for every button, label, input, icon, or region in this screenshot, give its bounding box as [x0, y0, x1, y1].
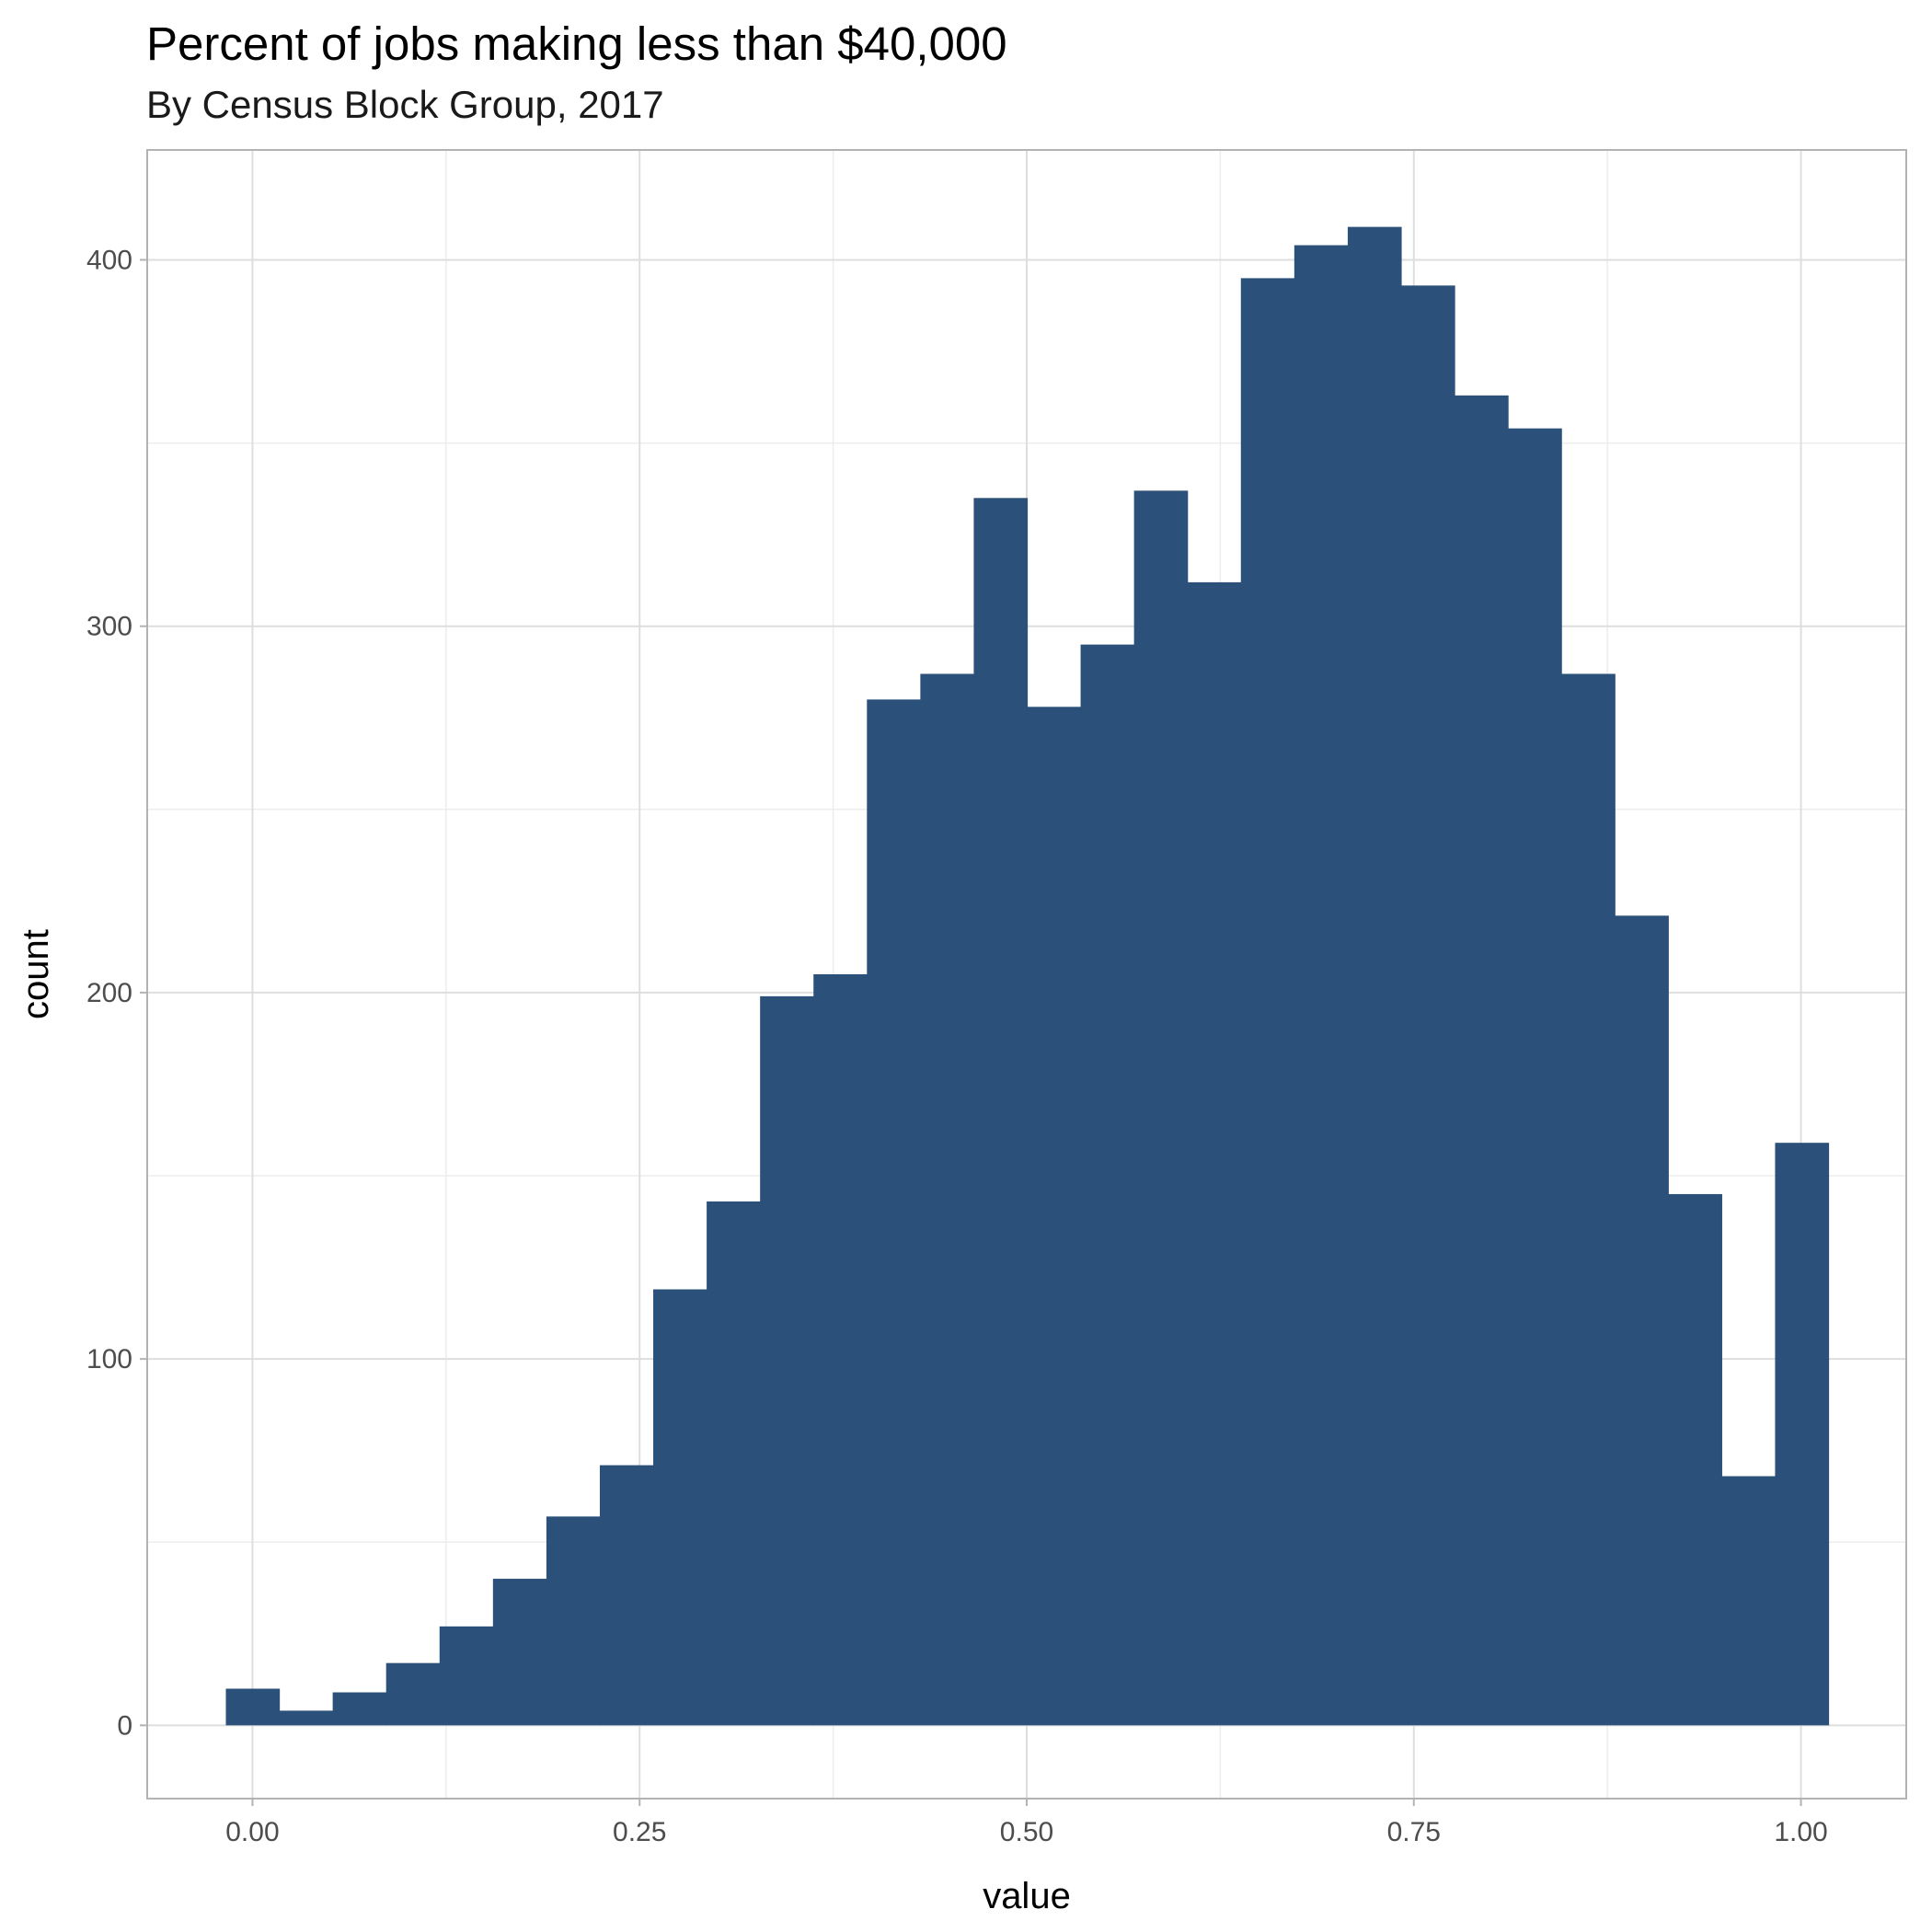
histogram-bar	[1775, 1143, 1830, 1726]
histogram-bar	[920, 673, 975, 1726]
histogram-bar	[385, 1662, 441, 1726]
histogram-bar	[1027, 707, 1082, 1726]
x-tick-label: 0.00	[225, 1817, 279, 1847]
histogram-bar	[1294, 245, 1349, 1726]
histogram-bar	[225, 1688, 281, 1726]
histogram-bars	[225, 226, 1830, 1726]
histogram-bar	[973, 498, 1029, 1726]
histogram-bar	[1721, 1476, 1777, 1726]
histogram-bar	[332, 1692, 387, 1726]
y-tick-label: 400	[86, 245, 132, 275]
histogram-bar	[1133, 490, 1189, 1726]
histogram-bar	[599, 1465, 654, 1726]
histogram-bar	[1508, 428, 1562, 1726]
histogram-bar	[1561, 673, 1616, 1726]
histogram-bar	[813, 974, 868, 1726]
histogram-bar	[1347, 226, 1402, 1726]
histogram-bar	[1455, 395, 1509, 1726]
histogram-bar	[546, 1516, 601, 1726]
histogram-bar	[492, 1579, 547, 1726]
histogram-bar	[279, 1710, 334, 1726]
histogram-bar	[867, 699, 921, 1726]
y-tick-label: 100	[86, 1344, 132, 1374]
y-tick-label: 300	[86, 612, 132, 642]
histogram-bar	[653, 1289, 707, 1726]
x-tick-label: 1.00	[1774, 1817, 1827, 1847]
histogram-bar	[1240, 278, 1295, 1726]
x-tick-label: 0.75	[1387, 1817, 1441, 1847]
histogram-bar	[1080, 644, 1135, 1726]
y-axis-ticks: 0 100 200 300 400	[86, 245, 147, 1741]
chart-title: Percent of jobs making less than $40,000	[146, 17, 1007, 70]
chart-subtitle: By Census Block Group, 2017	[146, 83, 664, 126]
histogram-bar	[760, 995, 814, 1726]
x-axis-title: value	[983, 1876, 1071, 1916]
histogram-bar	[1668, 1193, 1722, 1726]
x-tick-label: 0.25	[613, 1817, 666, 1847]
y-axis-title: count	[16, 929, 56, 1019]
histogram-bar	[1615, 915, 1669, 1726]
histogram-bar	[1187, 581, 1242, 1726]
histogram-bar	[439, 1626, 494, 1726]
histogram-bar	[707, 1201, 761, 1726]
x-tick-label: 0.50	[1000, 1817, 1053, 1847]
y-tick-label: 0	[117, 1710, 132, 1741]
y-tick-label: 200	[86, 978, 132, 1008]
x-axis-ticks: 0.00 0.25 0.50 0.75 1.00	[225, 1799, 1828, 1847]
histogram-bar	[1400, 285, 1455, 1726]
